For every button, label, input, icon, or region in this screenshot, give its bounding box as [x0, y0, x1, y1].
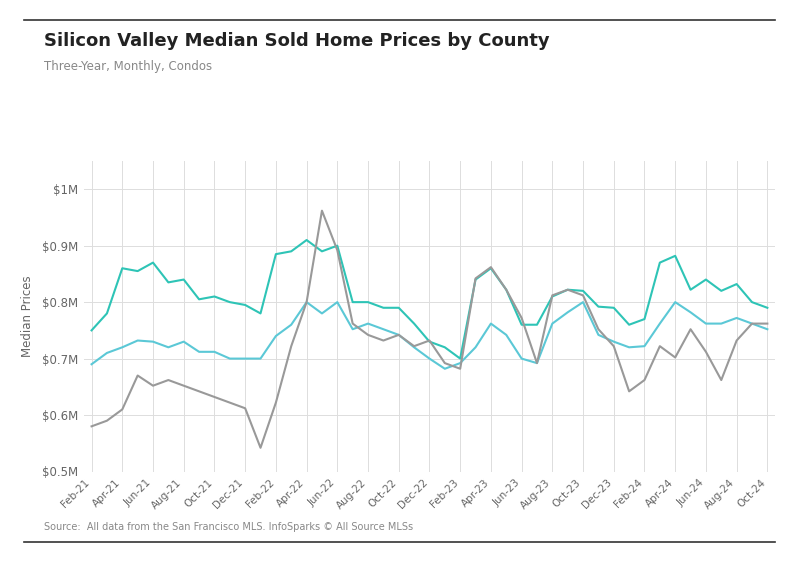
- Text: Source:  All data from the San Francisco MLS. InfoSparks © All Source MLSs: Source: All data from the San Francisco …: [44, 522, 413, 532]
- Y-axis label: Median Prices: Median Prices: [21, 275, 34, 357]
- Text: Three-Year, Monthly, Condos: Three-Year, Monthly, Condos: [44, 60, 212, 74]
- Text: Silicon Valley Median Sold Home Prices by County: Silicon Valley Median Sold Home Prices b…: [44, 32, 550, 49]
